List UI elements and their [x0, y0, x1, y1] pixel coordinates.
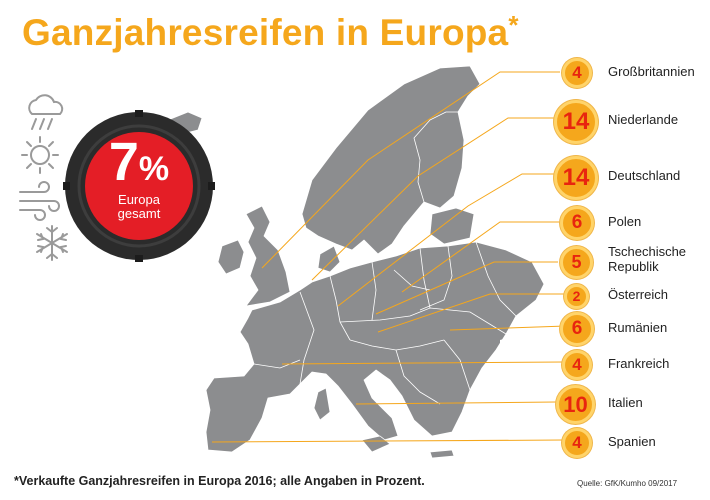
value-badge: 6 — [560, 206, 594, 240]
leader-line-grossbritannien — [261, 71, 560, 269]
europe-total-unit: % — [138, 150, 170, 188]
country-row-italien: 10 Italien — [540, 384, 710, 424]
country-row-polen: 6 Polen — [540, 206, 710, 246]
country-name-line1: Tschechische — [608, 244, 687, 259]
page-title: Ganzjahresreifen in Europa* — [22, 10, 519, 54]
leader-lines — [211, 71, 567, 443]
country-name: Spanien — [608, 434, 656, 449]
leader-line-spanien — [211, 439, 565, 443]
country-name: Frankreich — [608, 356, 670, 371]
europe-total-number: 7 — [108, 132, 139, 192]
value-badge: 14 — [554, 156, 598, 200]
country-name: Polen — [608, 214, 642, 229]
leader-line-oesterreich — [377, 293, 564, 333]
map-region-continent — [205, 241, 545, 453]
leader-line-polen — [401, 221, 562, 293]
value-badge: 2 — [564, 284, 589, 309]
country-row-oesterreich: 2 Österreich — [540, 282, 710, 322]
leader-line-tschechien — [375, 261, 558, 315]
value-badge: 5 — [560, 246, 593, 279]
title-asterisk: * — [508, 10, 519, 40]
sun-icon — [21, 136, 59, 174]
europe-total-label-line2: gesamt — [117, 206, 161, 221]
value-badge: 4 — [562, 428, 592, 458]
country-name: Italien — [608, 395, 643, 410]
footnote: *Verkaufte Ganzjahresreifen in Europa 20… — [14, 474, 425, 488]
country-row-niederlande: 14 Niederlande — [540, 98, 710, 144]
map-borders — [253, 241, 517, 405]
country-row-rumaenien: 6 Rumänien — [540, 312, 710, 352]
title-text: Ganzjahresreifen in Europa — [22, 12, 509, 53]
value-badge: 6 — [560, 312, 594, 346]
country-name: Österreich — [608, 287, 668, 302]
country-name-line2: Republik — [608, 259, 659, 274]
wind-icon — [19, 181, 60, 221]
source-note: Quelle: GfK/Kumho 09/2017 — [577, 479, 678, 488]
map-region-great-britain — [245, 205, 291, 307]
europe-total-label-line1: Europa — [118, 192, 160, 207]
value-badge: 4 — [562, 58, 592, 88]
country-row-deutschland: 14 Deutschland — [540, 154, 710, 200]
leader-line-rumaenien — [449, 325, 567, 331]
snowflake-icon — [36, 225, 68, 261]
country-name: Niederlande — [608, 112, 679, 127]
map-region-baltics — [429, 207, 475, 245]
country-row-spanien: 4 Spanien — [540, 426, 710, 466]
map-water-black-sea — [500, 330, 560, 370]
tyre-icon — [63, 110, 215, 262]
value-badge: 10 — [556, 385, 595, 424]
country-row-frankreich: 4 Frankreich — [540, 348, 710, 388]
europe-total-value: 7% — [63, 132, 215, 199]
map-region-finland — [413, 111, 465, 209]
leader-line-frankreich — [281, 361, 565, 365]
leader-line-deutschland — [337, 173, 554, 307]
country-name: Rumänien — [608, 320, 668, 335]
value-badge: 4 — [562, 350, 592, 380]
country-row-tschechien: 5 Tschechische Republik — [540, 244, 710, 286]
country-name: Großbritannien — [608, 64, 695, 79]
map-region-crete — [429, 449, 455, 459]
map-region-sardinia — [313, 387, 331, 421]
map-region-ireland — [217, 239, 245, 275]
leader-line-italien — [355, 401, 557, 405]
map-region-denmark — [317, 245, 341, 273]
map-region-sicily — [361, 435, 391, 453]
country-name: Deutschland — [608, 168, 681, 183]
country-row-grossbritannien: 4 Großbritannien — [540, 56, 710, 96]
leader-line-niederlande — [311, 117, 554, 281]
rain-cloud-icon — [28, 94, 64, 130]
value-badge: 14 — [554, 100, 598, 144]
